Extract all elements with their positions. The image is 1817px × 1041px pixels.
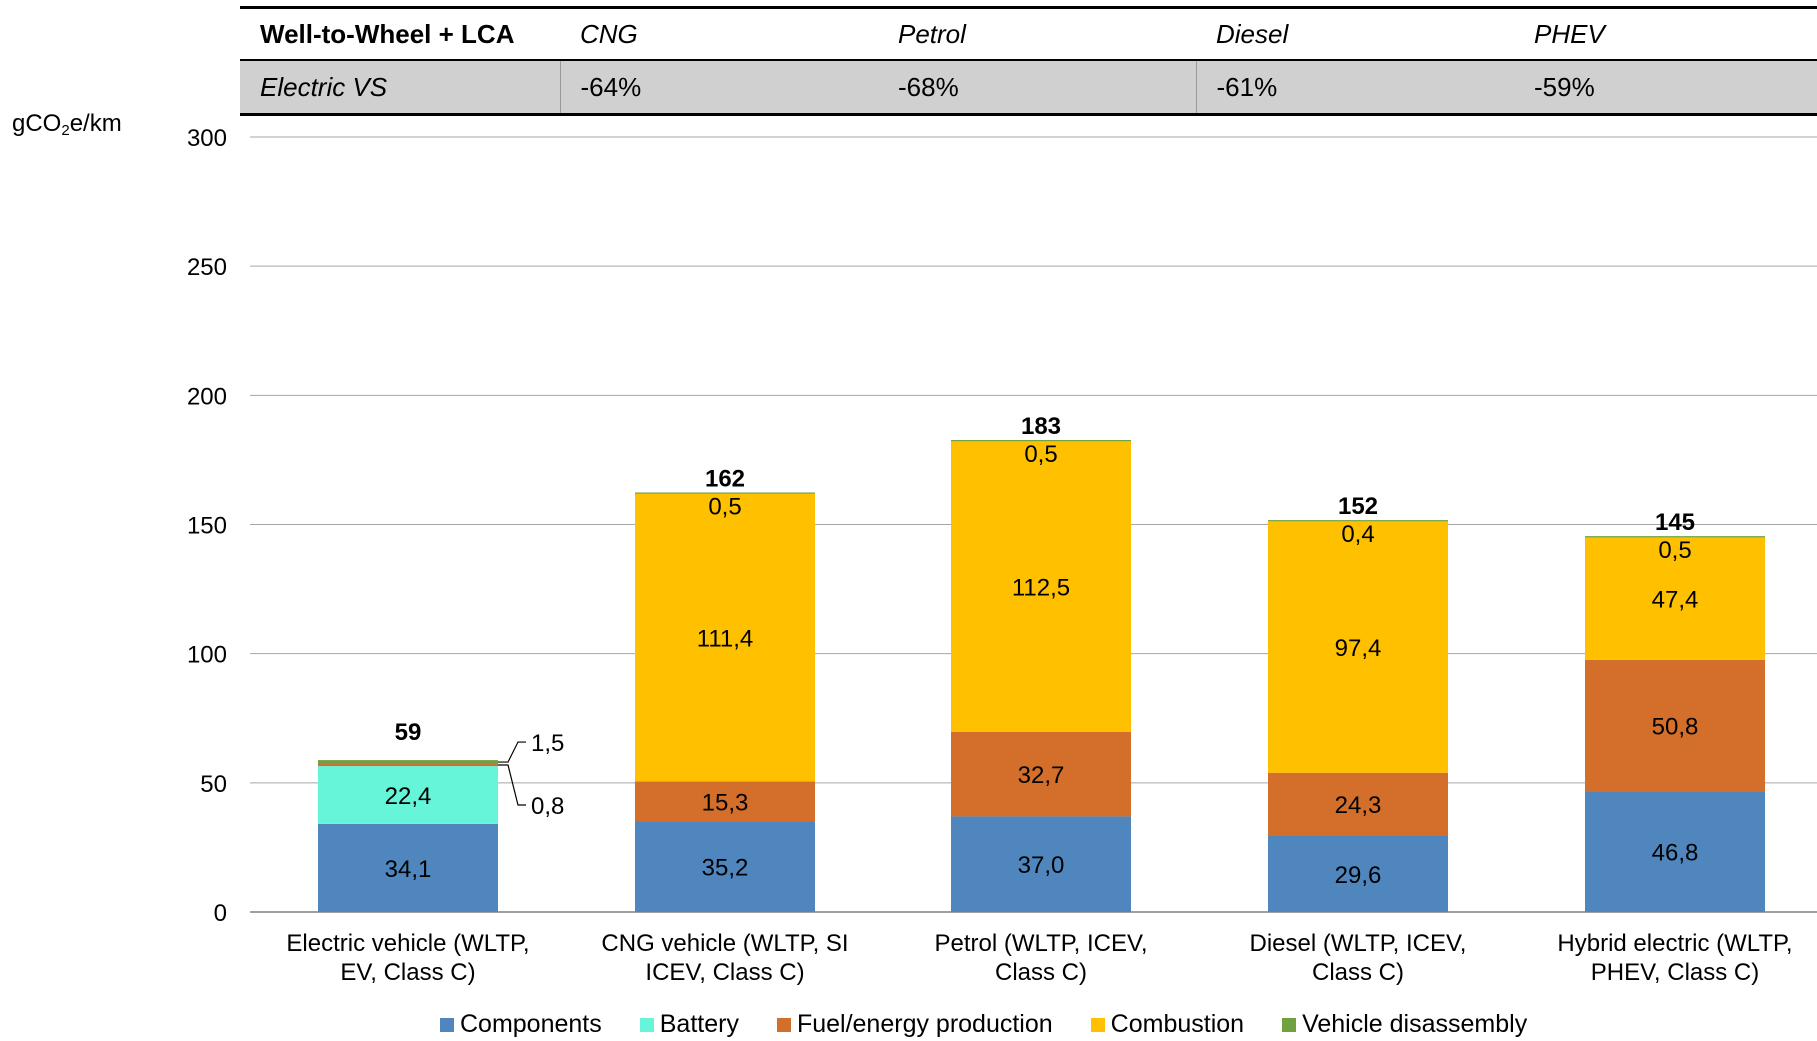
data-label-3-4: 47,4 bbox=[1652, 587, 1699, 614]
total-label-0: 59 bbox=[395, 719, 422, 746]
data-label-disassembly-3: 0,4 bbox=[1341, 521, 1374, 548]
data-label-fuel-0: 0,8 bbox=[531, 793, 564, 820]
callout-line-disassembly bbox=[498, 741, 526, 763]
legend-label: Components bbox=[460, 1010, 602, 1038]
comparison-header-petrol: Petrol bbox=[878, 6, 1196, 61]
data-label-disassembly-4: 0,5 bbox=[1658, 537, 1691, 564]
x-category-label-3-1: Class C) bbox=[1312, 959, 1404, 986]
legend-label: Combustion bbox=[1110, 1010, 1245, 1038]
legend-swatch bbox=[776, 1017, 791, 1032]
y-tick-label-150: 150 bbox=[187, 513, 227, 540]
y-tick-label-250: 250 bbox=[187, 254, 227, 281]
bar-segment-components-1 bbox=[635, 821, 815, 912]
x-category-label-4-0: Hybrid electric (WLTP, bbox=[1557, 930, 1792, 957]
x-category-label-0-1: EV, Class C) bbox=[340, 959, 475, 986]
comparison-table: Well-to-Wheel + LCA CNG Petrol Diesel PH… bbox=[240, 6, 1817, 116]
data-label-disassembly-1: 0,5 bbox=[708, 493, 741, 520]
comparison-header-phev: PHEV bbox=[1514, 6, 1817, 61]
legend-swatch bbox=[1090, 1017, 1105, 1032]
comparison-header-diesel: Diesel bbox=[1196, 6, 1514, 61]
data-label-3-3: 97,4 bbox=[1335, 635, 1382, 662]
comparison-table-data-row: Electric VS -64% -68% -61% -59% bbox=[240, 60, 1817, 116]
total-label-4: 145 bbox=[1655, 509, 1695, 536]
legend-item-fuel-energy-production: Fuel/energy production bbox=[776, 1010, 1053, 1039]
legend-swatch bbox=[1282, 1017, 1297, 1032]
bar-segment-fuel-energy-production-0 bbox=[318, 763, 498, 767]
bar-segment-components-4 bbox=[1585, 791, 1765, 912]
stacked-bar-chart: 0 50 100 150 200 250 300 34,1 22,4 35,2 15,3 111,4 3… bbox=[187, 125, 1817, 986]
data-label-1-0: 22,4 bbox=[385, 783, 432, 810]
legend-swatch bbox=[440, 1017, 454, 1032]
y-axis-unit-label: gCO2e/km bbox=[12, 110, 122, 139]
comparison-table-header-row: Well-to-Wheel + LCA CNG Petrol Diesel PH… bbox=[240, 6, 1817, 61]
bar-segment-combustion-2 bbox=[951, 441, 1131, 732]
legend-item-components: Components bbox=[440, 1010, 602, 1039]
data-label-0-4: 46,8 bbox=[1652, 840, 1699, 867]
data-label-0-3: 29,6 bbox=[1335, 862, 1382, 889]
total-label-1: 162 bbox=[705, 465, 745, 492]
x-category-label-1-1: ICEV, Class C) bbox=[645, 959, 804, 986]
legend-label: Fuel/energy production bbox=[796, 1010, 1053, 1038]
data-label-0-1: 35,2 bbox=[702, 855, 749, 882]
x-category-label-4-1: PHEV, Class C) bbox=[1591, 959, 1760, 986]
legend-item-combustion: Combustion bbox=[1090, 1010, 1245, 1039]
bar-segment-vehicle-disassembly-1 bbox=[635, 492, 815, 494]
legend-item-battery: Battery bbox=[639, 1010, 739, 1039]
bar-segment-vehicle-disassembly-3 bbox=[1268, 520, 1448, 522]
legend-label: Vehicle disassembly bbox=[1302, 1010, 1528, 1038]
bar-segment-fuel-energy-production-4 bbox=[1585, 659, 1765, 792]
data-label-0-2: 37,0 bbox=[1018, 852, 1065, 879]
legend-item-vehicle-disassembly: Vehicle disassembly bbox=[1282, 1010, 1527, 1039]
bar-segment-combustion-4 bbox=[1585, 537, 1765, 660]
total-label-3: 152 bbox=[1338, 493, 1378, 520]
data-label-disassembly-2: 0,5 bbox=[1024, 441, 1057, 468]
data-label-2-3: 24,3 bbox=[1335, 792, 1382, 819]
data-label-2-1: 15,3 bbox=[702, 789, 749, 816]
y-tick-label-200: 200 bbox=[187, 383, 227, 410]
bar-segment-vehicle-disassembly-4 bbox=[1585, 536, 1765, 538]
bar-segment-fuel-energy-production-1 bbox=[635, 781, 815, 822]
chart-legend: Components Battery Fuel/energy production C… bbox=[440, 1010, 1565, 1039]
y-tick-label-0: 0 bbox=[214, 900, 227, 927]
comparison-value-cng: -64% bbox=[560, 60, 878, 116]
bar-segment-battery-0 bbox=[318, 766, 498, 824]
data-label-0-0: 34,1 bbox=[385, 856, 432, 883]
legend-swatch bbox=[639, 1017, 654, 1032]
comparison-table-header-label: Well-to-Wheel + LCA bbox=[240, 6, 560, 61]
data-label-2-4: 50,8 bbox=[1652, 713, 1699, 740]
legend-label: Battery bbox=[659, 1010, 739, 1038]
bar-segment-fuel-energy-production-3 bbox=[1268, 772, 1448, 836]
y-tick-label-100: 100 bbox=[187, 642, 227, 669]
data-label-disassembly-0: 1,5 bbox=[531, 730, 564, 757]
bar-segment-vehicle-disassembly-2 bbox=[951, 440, 1131, 442]
bar-segment-vehicle-disassembly-0 bbox=[318, 760, 498, 764]
comparison-header-cng: CNG bbox=[560, 6, 878, 61]
total-label-2: 183 bbox=[1021, 413, 1061, 440]
y-tick-label-50: 50 bbox=[200, 771, 227, 798]
x-category-label-2-0: Petrol (WLTP, ICEV, bbox=[935, 930, 1148, 957]
comparison-value-phev: -59% bbox=[1514, 60, 1817, 116]
y-tick-label-300: 300 bbox=[187, 125, 227, 152]
bar-segment-components-3 bbox=[1268, 835, 1448, 912]
callout-line-fuel bbox=[498, 764, 526, 806]
x-category-label-3-0: Diesel (WLTP, ICEV, bbox=[1250, 930, 1467, 957]
comparison-row-label: Electric VS bbox=[240, 60, 561, 116]
bar-segment-combustion-1 bbox=[635, 493, 815, 782]
bar-segment-components-2 bbox=[951, 816, 1131, 912]
x-category-label-0-0: Electric vehicle (WLTP, bbox=[286, 930, 529, 957]
data-label-2-2: 32,7 bbox=[1018, 762, 1065, 789]
bar-segment-components-0 bbox=[318, 823, 498, 912]
x-category-label-2-1: Class C) bbox=[995, 959, 1087, 986]
x-category-label-1-0: CNG vehicle (WLTP, SI bbox=[601, 930, 848, 957]
bar-segment-fuel-energy-production-2 bbox=[951, 731, 1131, 817]
comparison-value-diesel: -61% bbox=[1196, 60, 1514, 116]
data-label-3-2: 112,5 bbox=[1012, 575, 1070, 602]
bar-segment-combustion-3 bbox=[1268, 521, 1448, 773]
comparison-value-petrol: -68% bbox=[878, 60, 1197, 116]
data-label-3-1: 111,4 bbox=[697, 626, 754, 653]
